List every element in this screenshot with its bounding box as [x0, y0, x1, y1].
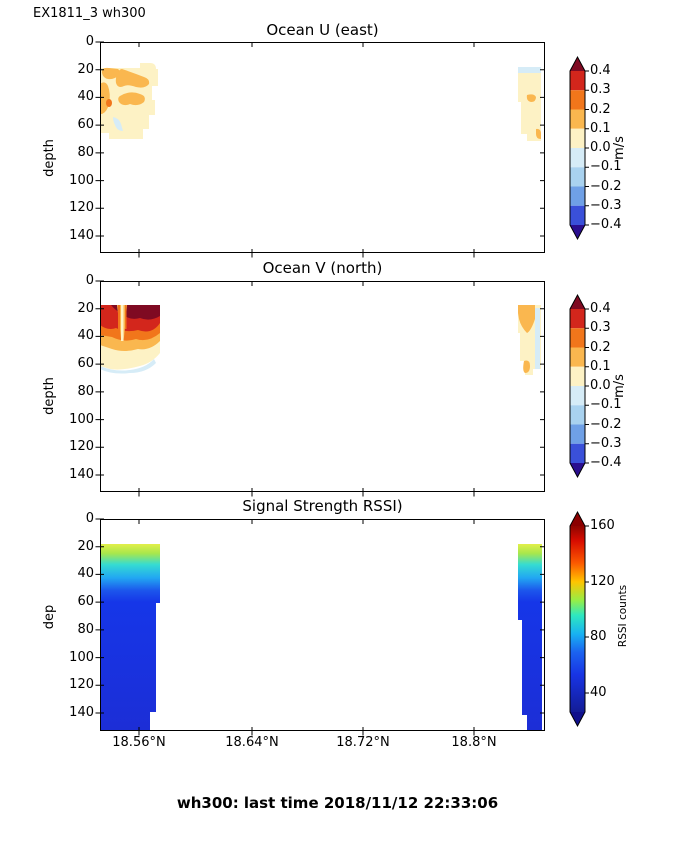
colorbar-tick-label: 40 — [590, 685, 607, 700]
contour-region — [106, 99, 112, 107]
y-tick-label: 40 — [77, 566, 94, 581]
y-tick-label: 20 — [77, 301, 94, 316]
colorbar-extend-bottom — [570, 225, 585, 239]
contour-region — [526, 94, 536, 102]
colorbar-tick-label: −0.4 — [590, 217, 622, 232]
contour-region — [518, 305, 535, 333]
colorbar-extend-bottom — [570, 463, 585, 477]
colorbar-unit-label: m/s — [612, 136, 627, 160]
y-tick-label: 140 — [69, 228, 94, 243]
y-tick-label: 140 — [69, 467, 94, 482]
axes-ticks — [95, 518, 545, 736]
y-tick-label: 100 — [69, 650, 94, 665]
contour-region — [113, 117, 123, 131]
y-tick-label: 100 — [69, 173, 94, 188]
colorbar-unit-label: m/s — [612, 374, 627, 398]
y-tick-label: 60 — [77, 594, 94, 609]
colorbar-tick-label: 0.3 — [590, 82, 611, 97]
y-axis-label-dep-3: dep — [42, 604, 57, 630]
y-tick-label: 60 — [77, 356, 94, 371]
ocean-v-heatmap — [95, 280, 545, 497]
contour-region — [518, 67, 541, 141]
colorbar-ocean-v — [569, 293, 589, 479]
colorbar-tick-label: 0.0 — [590, 140, 611, 155]
colorbar-extend-top — [570, 512, 585, 526]
colorbar-tick-label: 0.0 — [590, 378, 611, 393]
colorbar-extend-top — [570, 295, 585, 309]
y-tick-label: 40 — [77, 328, 94, 343]
rssi-column-left — [100, 544, 160, 731]
x-tick-label: 18.64°N — [225, 735, 279, 750]
colorbar-tick-label: −0.1 — [590, 159, 622, 174]
y-tick-label: 60 — [77, 117, 94, 132]
contour-plume — [118, 305, 120, 331]
last-time-status: wh300: last time 2018/11/12 22:33:06 — [176, 794, 499, 812]
y-tick-label: 20 — [77, 62, 94, 77]
y-axis-label-depth-2: depth — [42, 377, 57, 415]
colorbar-ocean-u — [569, 55, 589, 241]
y-tick-label: 80 — [77, 384, 94, 399]
colorbar-tick-label: −0.3 — [590, 198, 622, 213]
colorbar-tick-label: −0.2 — [590, 179, 622, 194]
axes-frame — [100, 281, 545, 492]
axes-frame — [100, 519, 545, 731]
contour-region — [518, 67, 541, 73]
colorbar-unit-label: RSSI counts — [617, 584, 629, 648]
y-tick-label: 100 — [69, 412, 94, 427]
x-tick-label: 18.8°N — [451, 735, 497, 750]
colorbar-tick-label: −0.2 — [590, 417, 622, 432]
y-tick-label: 20 — [77, 539, 94, 554]
colorbar-extend-bottom — [570, 712, 585, 726]
colorbar-tick-label: 0.2 — [590, 102, 611, 117]
y-tick-label: 0 — [85, 511, 94, 526]
panel-title-rssi: Signal Strength RSSI) — [242, 497, 403, 515]
colorbar-tick-label: 120 — [590, 574, 615, 589]
y-tick-label: 120 — [69, 439, 94, 454]
y-tick-label: 0 — [85, 34, 94, 49]
panel-title-ocean-u: Ocean U (east) — [266, 21, 379, 39]
colorbar-tick-label: 160 — [590, 518, 615, 533]
axes-frame — [100, 42, 545, 253]
colorbar-extend-top — [570, 57, 585, 71]
y-tick-label: 140 — [69, 705, 94, 720]
colorbar-tick-label: 0.3 — [590, 320, 611, 335]
y-tick-label: 80 — [77, 622, 94, 637]
rssi-column-right — [518, 544, 542, 731]
colorbar-tick-label: 0.1 — [590, 121, 611, 136]
colorbar-tick-label: 0.4 — [590, 301, 611, 316]
contour-region — [536, 128, 541, 139]
colorbar-tick-label: 0.1 — [590, 359, 611, 374]
y-tick-label: 0 — [85, 273, 94, 288]
colorbar-rssi — [569, 510, 589, 728]
colorbar-tick-label: 0.4 — [590, 63, 611, 78]
axes-ticks — [95, 280, 545, 497]
figure-label: EX1811_3 wh300 — [33, 6, 146, 21]
axes-ticks — [95, 41, 545, 258]
contour-region — [100, 359, 156, 374]
x-tick-label: 18.72°N — [336, 735, 390, 750]
x-tick-label: 18.56°N — [112, 735, 166, 750]
contour-plume — [125, 305, 127, 329]
y-axis-label-depth-1: depth — [42, 139, 57, 177]
contour-region — [101, 67, 120, 80]
panel-title-ocean-v: Ocean V (north) — [262, 259, 383, 277]
contour-region — [118, 92, 145, 106]
colorbar-tick-label: 80 — [590, 629, 607, 644]
colorbar-tick-label: 0.2 — [590, 340, 611, 355]
colorbar-tick-label: −0.1 — [590, 397, 622, 412]
colorbar-tick-label: −0.3 — [590, 436, 622, 451]
y-tick-label: 80 — [77, 145, 94, 160]
ocean-u-heatmap — [95, 41, 545, 258]
contour-region — [535, 308, 540, 369]
colorbar-tick-label: −0.4 — [590, 455, 622, 470]
contour-region — [523, 360, 530, 373]
y-tick-label: 120 — [69, 677, 94, 692]
y-tick-label: 40 — [77, 89, 94, 104]
contour-plume — [121, 305, 124, 341]
rssi-heatmap — [95, 518, 545, 736]
y-tick-label: 120 — [69, 200, 94, 215]
contour-region — [115, 69, 150, 88]
